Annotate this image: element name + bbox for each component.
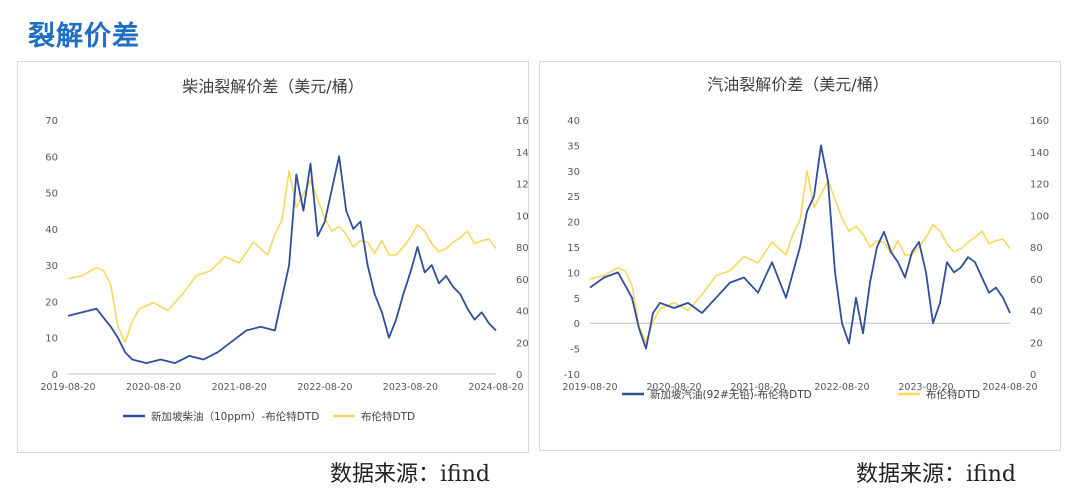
data-source-left: 数据来源：ifind [330, 462, 490, 487]
x-tick-label: 2021-08-20 [212, 382, 267, 393]
brent-series-line [67, 170, 497, 344]
y-right-tick-label: 80 [516, 243, 528, 254]
x-tick-label: 2024-08-20 [982, 382, 1037, 393]
y-right-tick-label: 100 [1030, 211, 1049, 222]
y-left-tick-label: 20 [45, 297, 58, 308]
x-tick-label: 2021-08-20 [730, 382, 785, 393]
y-right-tick-label: 0 [516, 370, 522, 381]
y-left-tick-label: 50 [45, 189, 58, 200]
y-left-tick-label: -5 [570, 345, 580, 356]
y-right-tick-label: 160 [516, 116, 528, 127]
y-left-tick-label: 70 [45, 116, 58, 127]
y-left-tick-label: 40 [45, 225, 58, 236]
legend-label: 布伦特DTD [926, 388, 980, 401]
legend-label: 新加坡汽油(92#无铅)-布伦特DTD [650, 388, 812, 401]
y-left-tick-label: 10 [567, 268, 580, 279]
y-right-tick-label: 20 [1030, 338, 1043, 349]
chart-title: 柴油裂解价差（美元/桶） [182, 77, 363, 96]
y-right-tick-label: 100 [516, 211, 528, 222]
x-tick-label: 2020-08-20 [646, 382, 701, 393]
diesel-crack-chart: 柴油裂解价差（美元/桶） 0 10 20 30 40 50 60 70 0 20 40 60 80 100 1… [40, 77, 528, 423]
y-left-tick-label: 20 [567, 218, 580, 229]
y-left-tick-label: 35 [567, 141, 580, 152]
legend-label: 新加坡柴油（10ppm）-布伦特DTD [151, 410, 319, 423]
y-left-tick-label: 0 [52, 370, 58, 381]
y-left-tick-label: 40 [567, 116, 580, 127]
x-tick-label: 2019-08-20 [40, 382, 95, 393]
y-right-tick-label: 20 [516, 338, 528, 349]
y-right-tick-label: 40 [1030, 307, 1043, 318]
y-left-tick-label: 5 [574, 294, 580, 305]
x-tick-label: 2022-08-20 [814, 382, 869, 393]
y-right-tick-label: 120 [1030, 180, 1049, 191]
brent-series-line [589, 170, 1011, 344]
x-tick-label: 2023-08-20 [898, 382, 953, 393]
y-right-tick-label: 40 [516, 307, 528, 318]
legend-label: 布伦特DTD [361, 410, 415, 423]
y-right-tick-label: 120 [516, 180, 528, 191]
y-right-tick-label: 0 [1030, 370, 1036, 381]
diesel-crack-chart-panel: 柴油裂解价差（美元/桶） 0 10 20 30 40 50 60 70 0 20 40 60 80 100 1… [17, 61, 529, 453]
y-left-tick-label: 0 [574, 319, 580, 330]
page-title: 裂解价差 [28, 21, 140, 52]
y-left-tick-label: 30 [567, 167, 580, 178]
chart-title: 汽油裂解价差（美元/桶） [707, 75, 888, 94]
y-right-tick-label: 160 [1030, 116, 1049, 127]
x-tick-label: 2020-08-20 [126, 382, 181, 393]
data-source-right: 数据来源：ifind [856, 462, 1016, 487]
x-tick-label: 2023-08-20 [383, 382, 438, 393]
x-tick-label: 2024-08-20 [468, 382, 523, 393]
x-tick-label: 2022-08-20 [297, 382, 352, 393]
y-left-tick-label: 15 [567, 243, 580, 254]
gasoline-crack-chart-panel: 汽油裂解价差（美元/桶） -10 -5 0 5 10 15 20 25 30 35 40 0 20 40 60… [539, 61, 1061, 451]
y-right-tick-label: 140 [1030, 148, 1049, 159]
y-left-tick-label: -10 [564, 370, 580, 381]
y-left-tick-label: 25 [567, 192, 580, 203]
y-left-tick-label: 30 [45, 261, 58, 272]
crack-spread-series-line [589, 144, 1011, 350]
y-right-tick-label: 60 [516, 275, 528, 286]
y-right-tick-label: 140 [516, 148, 528, 159]
crack-spread-series-line [67, 155, 497, 364]
y-left-tick-label: 10 [45, 334, 58, 345]
x-tick-label: 2019-08-20 [562, 382, 617, 393]
gasoline-crack-chart: 汽油裂解价差（美元/桶） -10 -5 0 5 10 15 20 25 30 35 40 0 20 40 60… [562, 75, 1049, 401]
y-right-tick-label: 60 [1030, 275, 1043, 286]
y-left-tick-label: 60 [45, 152, 58, 163]
y-right-tick-label: 80 [1030, 243, 1043, 254]
